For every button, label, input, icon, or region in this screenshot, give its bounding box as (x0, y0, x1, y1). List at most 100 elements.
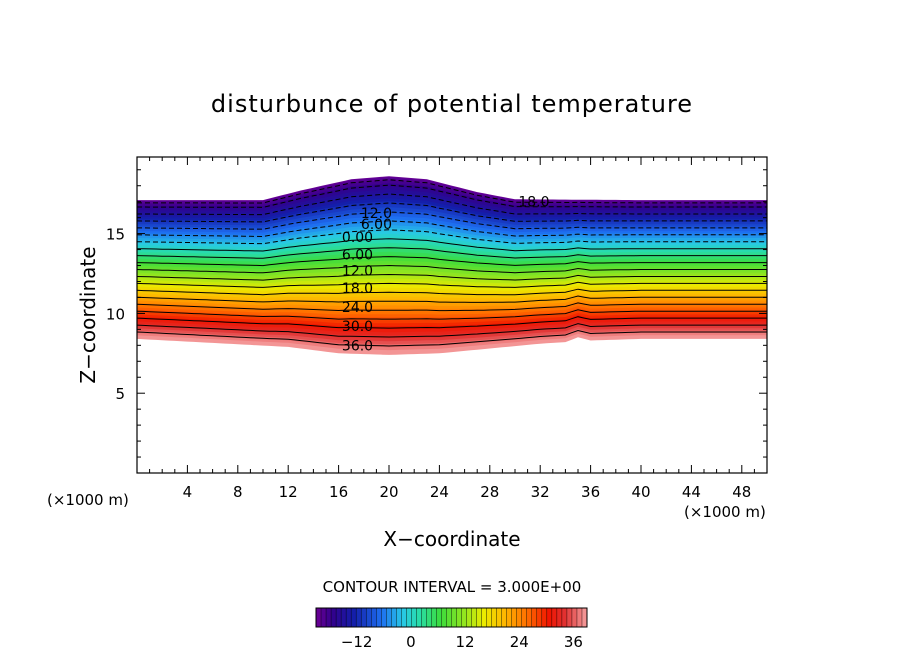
colorbar-swatch (536, 607, 543, 628)
contour-line (137, 179, 767, 204)
colorbar-swatch (416, 607, 422, 628)
colorbar-swatch (546, 607, 553, 628)
contour-line (137, 193, 767, 216)
colorbar-swatch (446, 607, 453, 628)
colorbar-swatch (325, 607, 332, 628)
colorbar-swatch (501, 607, 508, 628)
contour-line (137, 264, 767, 274)
colorbar-swatch (340, 607, 347, 628)
colorbar-swatch (431, 607, 437, 628)
colorbar-swatch (345, 607, 352, 628)
contour-line (137, 329, 767, 347)
colorbar-swatch (355, 607, 362, 628)
x-tick-label: 16 (329, 483, 348, 501)
y-axis-label: Z−coordinate (76, 246, 100, 383)
x-tick-label: 28 (480, 483, 499, 501)
contour-line (137, 184, 767, 208)
contour-line (137, 295, 767, 303)
x-tick-label: 40 (631, 483, 650, 501)
colorbar-swatch (421, 607, 427, 628)
colorbar-swatch (541, 607, 548, 628)
colorbar-swatch (320, 607, 327, 628)
colorbar-swatch (376, 607, 382, 628)
temperature-field (137, 176, 767, 355)
colorbar-swatch (496, 607, 503, 628)
colorbar-swatch (350, 607, 357, 628)
contour-line (137, 316, 767, 329)
colorbar-swatch (436, 607, 442, 628)
colorbar-swatch (556, 607, 563, 628)
contour-label: 18.0 (518, 195, 549, 211)
colorbar-swatch (451, 607, 458, 628)
colorbar-swatch (486, 607, 493, 628)
contour-line (137, 288, 767, 296)
contour-line (137, 302, 767, 312)
colorbar-swatch (365, 607, 372, 628)
colorbar-swatch (391, 607, 397, 628)
colorbar-swatch (371, 607, 377, 628)
field-band (137, 333, 767, 355)
colorbar-tick-label: 12 (456, 633, 475, 651)
colorbar-swatch (381, 607, 387, 628)
colorbar-swatch (466, 607, 473, 628)
colorbar-swatch (360, 607, 367, 628)
contour-line (137, 238, 767, 252)
contour-line (137, 273, 767, 281)
y-tick-label: 15 (106, 226, 125, 244)
colorbar-swatch (576, 607, 583, 628)
x-tick-label: 8 (233, 483, 243, 501)
contour-line (137, 202, 767, 223)
colorbar-swatch (411, 607, 417, 628)
x-tick-label: 24 (430, 483, 449, 501)
y-tick-label: 10 (106, 305, 125, 323)
colorbar-swatch (526, 607, 533, 628)
x-tick-label: 12 (279, 483, 298, 501)
chart-title: disturbunce of potential temperature (211, 90, 693, 118)
colorbar-tick-labels: −12 0 12 24 36 (341, 633, 583, 651)
x-axis-unit: (×1000 m) (684, 503, 766, 521)
colorbar-swatch (551, 607, 558, 628)
colorbar-swatch (315, 607, 322, 628)
colorbar-swatch (511, 607, 518, 628)
x-tick-label: 48 (732, 483, 751, 501)
x-tick-label: 20 (379, 483, 398, 501)
colorbar-swatch (521, 607, 528, 628)
colorbar-swatch (330, 607, 337, 628)
colorbar-swatch (506, 607, 513, 628)
contour-label: 30.0 (342, 319, 373, 335)
colorbar-swatch (481, 607, 488, 628)
y-tick-label: 5 (115, 385, 125, 403)
y-axis-ticks: 5 10 15 (106, 169, 767, 458)
x-axis-ticks: 4 8 12 16 20 24 28 32 36 40 44 48 (149, 157, 755, 501)
colorbar-swatch (335, 607, 342, 628)
colorbar-swatch (476, 607, 483, 628)
colorbar-swatch (396, 607, 402, 628)
colorbar-swatch (566, 607, 573, 628)
x-tick-label: 4 (183, 483, 193, 501)
contour-label: 36.0 (342, 338, 373, 354)
x-tick-label: 44 (682, 483, 701, 501)
contour-line (137, 247, 767, 259)
contour-line (137, 323, 767, 338)
colorbar-swatch (531, 607, 538, 628)
colorbar-tick-label: 24 (510, 633, 529, 651)
contour-line (137, 281, 767, 288)
colorbar-swatch (491, 607, 498, 628)
contour-label: 6.00 (361, 217, 392, 233)
x-tick-label: 32 (531, 483, 550, 501)
contour-label: 24.0 (342, 300, 373, 316)
colorbar-tick-label: −12 (341, 633, 373, 651)
colorbar-swatch (456, 607, 463, 628)
colorbar-tick-label: 36 (564, 633, 583, 651)
contour-label: 0.00 (342, 230, 373, 246)
colorbar-swatch (571, 607, 578, 628)
colorbar-swatch (426, 607, 432, 628)
colorbar (315, 607, 588, 628)
colorbar-swatch (441, 607, 447, 628)
y-axis-unit: (×1000 m) (47, 491, 129, 509)
contour-label: 12.0 (361, 206, 392, 222)
colorbar-frame (315, 607, 588, 628)
contour-line (137, 229, 767, 245)
